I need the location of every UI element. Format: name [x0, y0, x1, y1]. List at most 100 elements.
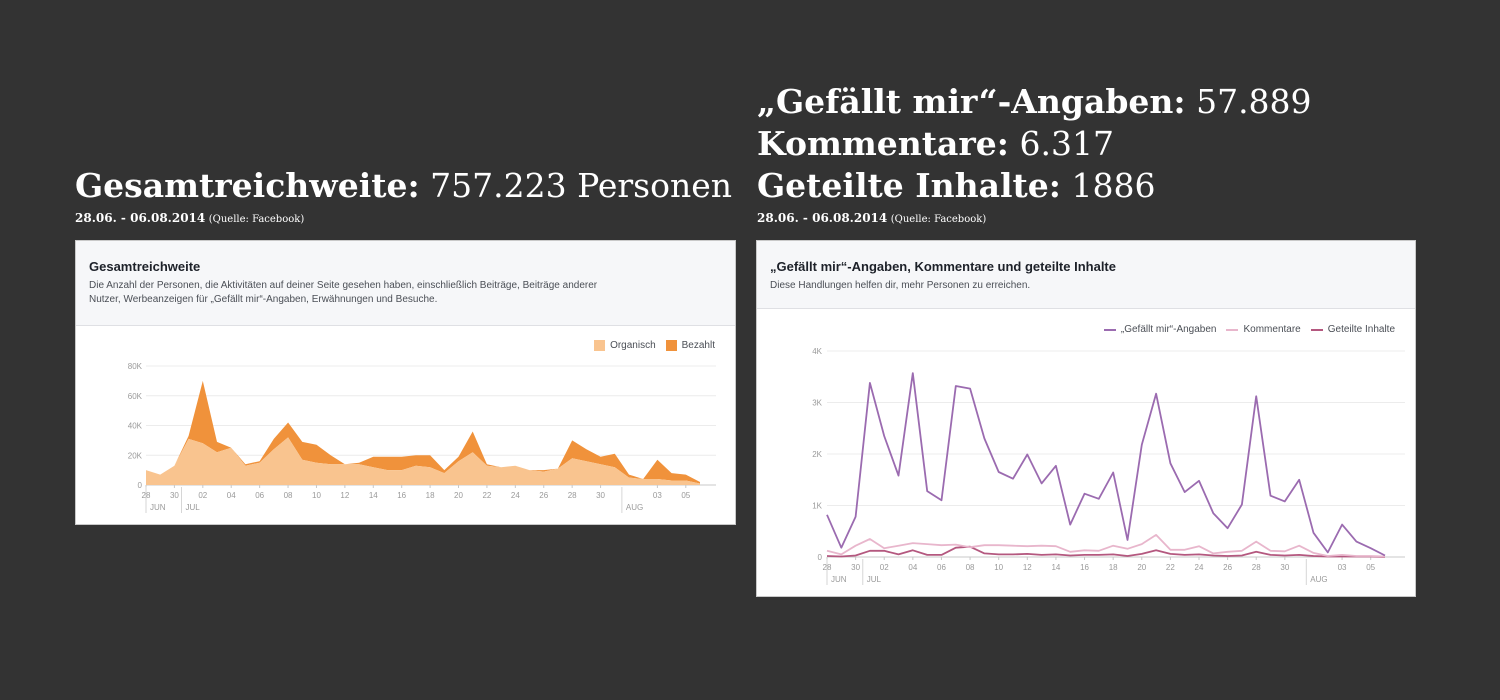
legend-label-organisch: Organisch — [610, 340, 656, 351]
reach-x-tick-label: 30 — [170, 491, 179, 500]
engagement-x-tick-label: 04 — [908, 563, 917, 572]
reach-legend: Organisch Bezahlt — [594, 340, 715, 351]
reach-source: (Quelle: Facebook) — [208, 214, 305, 225]
series-line-comments — [826, 533, 1386, 558]
reach-x-tick-label: 22 — [482, 491, 491, 500]
engagement-x-tick-label: 20 — [1137, 563, 1146, 572]
reach-x-tick-label: 18 — [426, 491, 435, 500]
engagement-x-tick-label: 03 — [1338, 563, 1347, 572]
reach-dates: 28.06. - 06.08.2014 — [75, 211, 206, 225]
reach-x-tick-label: 28 — [568, 491, 577, 500]
engagement-x-tick-label: 26 — [1223, 563, 1232, 572]
series-area-organisch — [146, 437, 700, 485]
reach-x-tick-label: 10 — [312, 491, 321, 500]
engagement-date-range: 28.06. - 06.08.2014 (Quelle: Facebook) — [757, 211, 986, 225]
legend-item-organisch[interactable]: Organisch — [594, 340, 656, 351]
reach-x-tick-label: 30 — [596, 491, 605, 500]
reach-y-tick-label: 80K — [128, 362, 143, 371]
engagement-x-tick-label: 28 — [1252, 563, 1261, 572]
shares-headline-line: Geteilte Inhalte: 1886 — [757, 165, 1312, 207]
engagement-panel-header: „Gefällt mir“-Angaben, Kommentare und ge… — [757, 241, 1415, 309]
legend-item-comments[interactable]: Kommentare — [1226, 324, 1301, 335]
engagement-x-tick-label: 30 — [851, 563, 860, 572]
legend-swatch-organisch — [594, 340, 606, 351]
engagement-legend: „Gefällt mir“-Angaben Kommentare Geteilt… — [1103, 324, 1395, 335]
reach-x-tick-label: 14 — [369, 491, 378, 500]
engagement-panel-description: Diese Handlungen helfen dir, mehr Person… — [770, 280, 1031, 291]
reach-month-label: JUL — [186, 503, 201, 512]
reach-month-label: JUN — [150, 503, 166, 512]
reach-headline-value: 757.223 Personen — [430, 166, 732, 205]
likes-headline-value: 57.889 — [1196, 82, 1312, 121]
likes-headline-line: „Gefällt mir“-Angaben: 57.889 — [757, 81, 1312, 123]
reach-area-chart: 0 20K 40K 60K 80K 28 30 02 04 06 08 10 12 14 16 18 20 22 2… — [128, 362, 716, 513]
reach-x-tick-label: 20 — [454, 491, 463, 500]
engagement-y-tick-label: 2K — [812, 450, 822, 459]
reach-x-tick-label: 16 — [397, 491, 406, 500]
shares-headline-label: Geteilte Inhalte: — [757, 166, 1061, 205]
legend-label-comments: Kommentare — [1243, 324, 1301, 335]
engagement-y-tick-label: 4K — [812, 347, 822, 356]
reach-panel-description-line: Nutzer, Werbeanzeigen für „Gefällt mir“-… — [89, 294, 438, 305]
legend-swatch-likes — [1103, 328, 1116, 331]
engagement-y-tick-label: 1K — [812, 502, 822, 511]
comments-headline-line: Kommentare: 6.317 — [757, 123, 1312, 165]
engagement-x-tick-label: 14 — [1051, 563, 1060, 572]
reach-y-tick-label: 40K — [128, 422, 143, 431]
reach-x-tick-label: 08 — [284, 491, 293, 500]
legend-item-shares[interactable]: Geteilte Inhalte — [1310, 324, 1395, 335]
reach-x-tick-label: 04 — [227, 491, 236, 500]
reach-x-tick-label: 03 — [653, 491, 662, 500]
engagement-x-tick-label: 05 — [1366, 563, 1375, 572]
reach-x-tick-label: 02 — [198, 491, 207, 500]
legend-swatch-bezahlt — [665, 340, 677, 351]
reach-date-range: 28.06. - 06.08.2014 (Quelle: Facebook) — [75, 211, 304, 225]
reach-panel-description-line: Die Anzahl der Personen, die Aktivitäten… — [89, 280, 598, 291]
legend-swatch-shares — [1310, 328, 1323, 331]
legend-label-likes: „Gefällt mir“-Angaben — [1120, 324, 1217, 335]
engagement-source: (Quelle: Facebook) — [890, 214, 987, 225]
engagement-x-tick-label: 06 — [937, 563, 946, 572]
engagement-x-tick-label: 30 — [1280, 563, 1289, 572]
reach-headline: Gesamtreichweite: 757.223 Personen — [75, 165, 732, 207]
reach-x-tick-label: 05 — [681, 491, 690, 500]
engagement-x-tick-label: 08 — [966, 563, 975, 572]
engagement-month-label: AUG — [1310, 575, 1327, 584]
engagement-x-tick-label: 16 — [1080, 563, 1089, 572]
reach-headline-label: Gesamtreichweite: — [75, 166, 420, 205]
reach-y-tick-label: 20K — [128, 451, 143, 460]
reach-panel-description: Die Anzahl der Personen, die Aktivitäten… — [89, 279, 722, 307]
reach-month-label: AUG — [626, 503, 643, 512]
engagement-x-tick-label: 12 — [1023, 563, 1032, 572]
reach-panel: Gesamtreichweite Die Anzahl der Personen… — [75, 240, 736, 525]
engagement-x-tick-label: 02 — [880, 563, 889, 572]
reach-x-tick-label: 12 — [340, 491, 349, 500]
legend-item-likes[interactable]: „Gefällt mir“-Angaben — [1103, 324, 1217, 335]
engagement-panel: „Gefällt mir“-Angaben, Kommentare und ge… — [756, 240, 1416, 597]
engagement-y-tick-label: 3K — [812, 399, 822, 408]
series-area-bezahlt — [146, 380, 700, 484]
engagement-month-label: JUN — [831, 575, 847, 584]
engagement-x-tick-label: 18 — [1109, 563, 1118, 572]
engagement-panel-title: „Gefällt mir“-Angaben, Kommentare und ge… — [770, 259, 1116, 274]
likes-headline-label: „Gefällt mir“-Angaben: — [757, 82, 1186, 121]
reach-y-tick-label: 60K — [128, 392, 143, 401]
reach-y-tick-label: 0 — [138, 481, 143, 490]
reach-x-tick-label: 06 — [255, 491, 264, 500]
comments-headline-label: Kommentare: — [757, 124, 1009, 163]
engagement-dates: 28.06. - 06.08.2014 — [757, 211, 888, 225]
series-line-shares — [826, 545, 1386, 558]
shares-headline-value: 1886 — [1071, 166, 1156, 205]
comments-headline-value: 6.317 — [1019, 124, 1114, 163]
reach-x-tick-label: 24 — [511, 491, 520, 500]
legend-item-bezahlt[interactable]: Bezahlt — [665, 340, 715, 351]
engagement-month-label: JUL — [867, 575, 882, 584]
series-line-likes — [826, 372, 1386, 557]
legend-label-bezahlt: Bezahlt — [681, 340, 715, 351]
reach-panel-header: Gesamtreichweite Die Anzahl der Personen… — [76, 241, 735, 326]
engagement-x-tick-label: 22 — [1166, 563, 1175, 572]
engagement-y-tick-label: 0 — [818, 553, 823, 562]
engagement-x-tick-label: 10 — [994, 563, 1003, 572]
reach-x-tick-label: 26 — [539, 491, 548, 500]
